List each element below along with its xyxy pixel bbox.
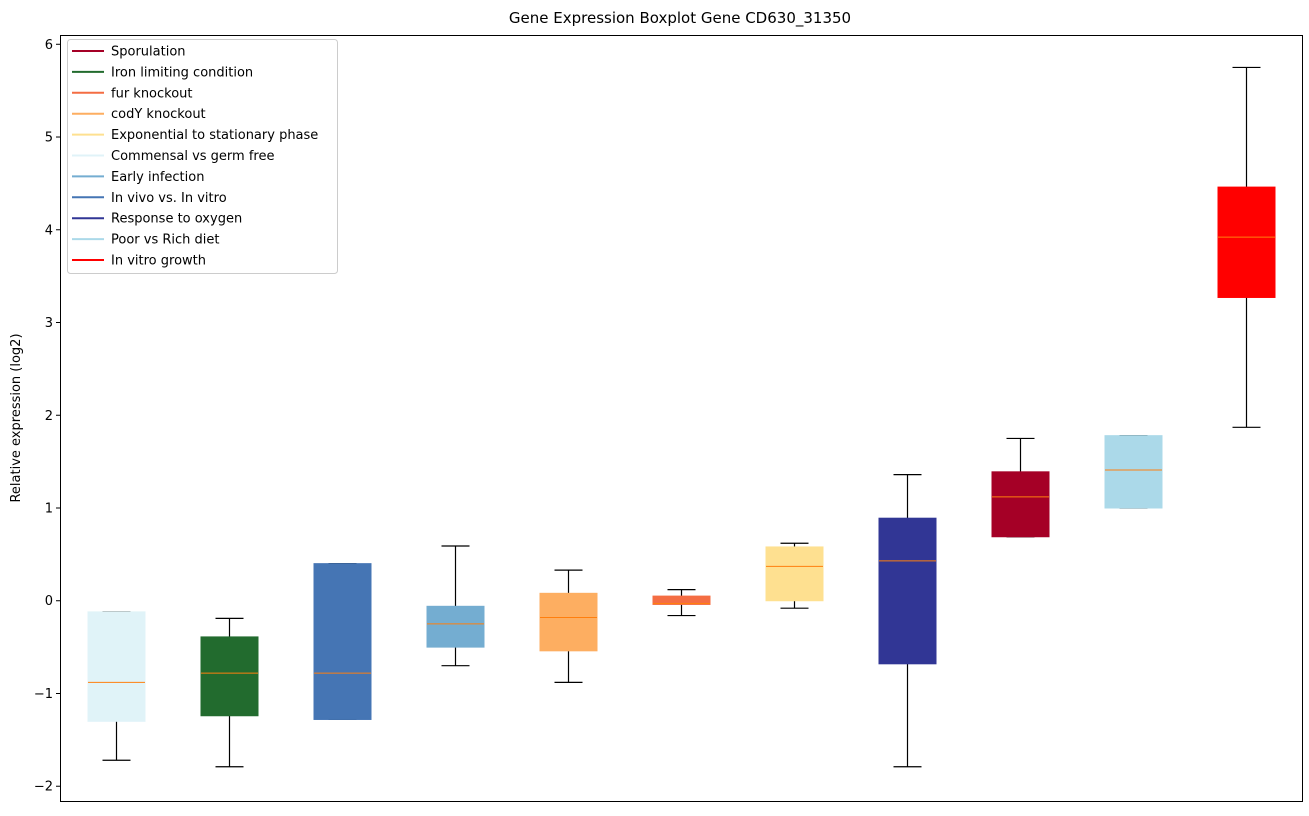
box-poor-vs-rich-diet [1104,435,1163,509]
box-body [991,471,1050,538]
legend-label: Sporulation [111,45,186,60]
legend-label: In vivo vs. In vitro [111,191,227,206]
y-tick-label: −1 [34,687,53,702]
box-in-vitro-growth [1217,66,1276,428]
y-tick-label: 2 [45,409,53,424]
box-body [200,636,259,717]
y-axis-ticks: −2 −1 0 1 2 3 4 5 6 [34,38,60,795]
legend: Sporulation Iron limiting condition fur kn… [67,39,338,274]
box-response-to-oxygen [878,474,937,768]
box-commensal-vs-germ-free [87,611,146,761]
legend-label: Commensal vs germ free [111,149,274,164]
y-tick-label: 1 [45,501,53,516]
y-tick-label: 6 [45,38,53,53]
box-body [313,563,372,720]
legend-label: Response to oxygen [111,212,242,227]
legend-label: codY knockout [111,107,206,122]
box-body [878,517,937,665]
y-tick-label: 3 [45,316,53,331]
legend-label: Iron limiting condition [111,65,253,80]
legend-label: In vitro growth [111,254,206,269]
box-body [426,605,485,648]
box-in-vivo-vs-in-vitro [313,563,372,721]
y-tick-label: 5 [45,131,53,146]
boxes-layer [87,66,1276,768]
y-axis-label: Relative expression (log2) [9,333,24,502]
y-tick-label: −2 [34,780,53,795]
box-body [1217,186,1276,298]
box-sporulation [991,437,1050,538]
box-iron-limiting-condition [200,617,259,768]
box-fur-knockout [652,589,711,617]
y-tick-label: 4 [45,223,53,238]
box-body [652,595,711,605]
box-cody-knockout [539,569,598,683]
legend-label: Early infection [111,170,204,185]
chart-title: Gene Expression Boxplot Gene CD630_31350 [509,9,851,28]
legend-label: Poor vs Rich diet [111,233,219,248]
legend-frame [67,39,338,274]
box-early-infection [426,545,485,667]
plot-frame [60,35,1303,802]
box-body [539,592,598,652]
box-body [87,611,146,722]
legend-label: fur knockout [111,86,193,101]
box-body [765,546,824,602]
box-exponential-to-stationary-phase [765,542,824,609]
legend-label: Exponential to stationary phase [111,128,318,143]
y-tick-label: 0 [45,594,53,609]
box-body [1104,435,1163,509]
